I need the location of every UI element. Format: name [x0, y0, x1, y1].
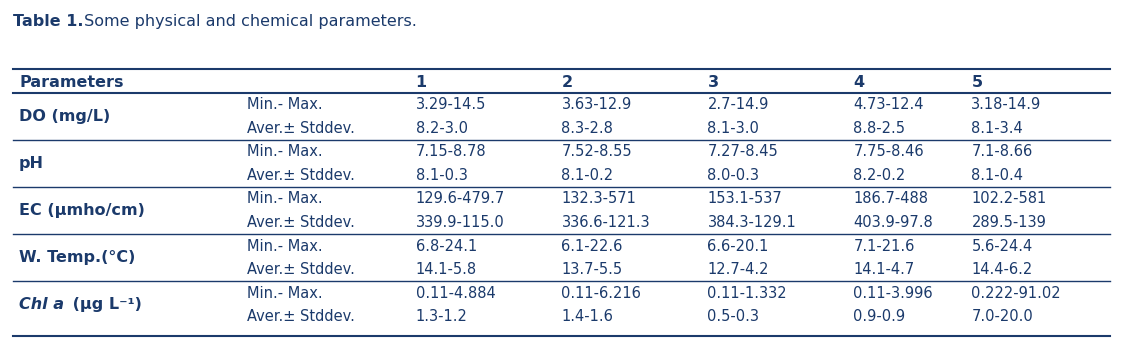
Text: Aver.± Stddev.: Aver.± Stddev.: [247, 262, 355, 277]
Text: 13.7-5.5: 13.7-5.5: [562, 262, 622, 277]
Text: 0.11-4.884: 0.11-4.884: [416, 286, 495, 301]
Text: (μg L⁻¹): (μg L⁻¹): [67, 298, 143, 312]
Text: 132.3-571: 132.3-571: [562, 191, 637, 206]
Text: Table 1.: Table 1.: [13, 14, 84, 29]
Text: 289.5-139: 289.5-139: [971, 215, 1047, 230]
Text: 0.222-91.02: 0.222-91.02: [971, 286, 1061, 301]
Text: Parameters: Parameters: [19, 75, 124, 90]
Text: Aver.± Stddev.: Aver.± Stddev.: [247, 168, 355, 183]
Text: 8.3-2.8: 8.3-2.8: [562, 121, 613, 136]
Text: 0.9-0.9: 0.9-0.9: [853, 309, 905, 324]
Text: 129.6-479.7: 129.6-479.7: [416, 191, 504, 206]
Text: 336.6-121.3: 336.6-121.3: [562, 215, 650, 230]
Text: 1.4-1.6: 1.4-1.6: [562, 309, 613, 324]
Text: 14.1-4.7: 14.1-4.7: [853, 262, 915, 277]
Text: Min.- Max.: Min.- Max.: [247, 97, 322, 112]
Text: 6.8-24.1: 6.8-24.1: [416, 238, 477, 254]
Text: Min.- Max.: Min.- Max.: [247, 191, 322, 206]
Text: 7.75-8.46: 7.75-8.46: [853, 144, 924, 159]
Text: DO (mg/L): DO (mg/L): [19, 109, 110, 124]
Text: 4: 4: [853, 75, 865, 90]
Text: 8.1-0.4: 8.1-0.4: [971, 168, 1023, 183]
Text: 1.3-1.2: 1.3-1.2: [416, 309, 467, 324]
Text: 8.2-3.0: 8.2-3.0: [416, 121, 467, 136]
Text: 153.1-537: 153.1-537: [707, 191, 783, 206]
Text: 0.11-1.332: 0.11-1.332: [707, 286, 787, 301]
Text: Min.- Max.: Min.- Max.: [247, 286, 322, 301]
Text: Aver.± Stddev.: Aver.± Stddev.: [247, 121, 355, 136]
Text: 8.1-3.0: 8.1-3.0: [707, 121, 759, 136]
Text: 3.29-14.5: 3.29-14.5: [416, 97, 486, 112]
Text: 7.15-8.78: 7.15-8.78: [416, 144, 486, 159]
Text: 6.6-20.1: 6.6-20.1: [707, 238, 769, 254]
Text: W. Temp.(°C): W. Temp.(°C): [19, 250, 136, 265]
Text: 5.6-24.4: 5.6-24.4: [971, 238, 1033, 254]
Text: 102.2-581: 102.2-581: [971, 191, 1047, 206]
Text: Aver.± Stddev.: Aver.± Stddev.: [247, 309, 355, 324]
Text: 5: 5: [971, 75, 983, 90]
Text: 3.63-12.9: 3.63-12.9: [562, 97, 632, 112]
Text: 8.1-0.3: 8.1-0.3: [416, 168, 467, 183]
Text: 8.8-2.5: 8.8-2.5: [853, 121, 905, 136]
Text: 8.1-0.2: 8.1-0.2: [562, 168, 613, 183]
Text: EC (μmho/cm): EC (μmho/cm): [19, 203, 145, 218]
Text: 7.52-8.55: 7.52-8.55: [562, 144, 632, 159]
Text: 7.27-8.45: 7.27-8.45: [707, 144, 778, 159]
Text: 3: 3: [707, 75, 719, 90]
Text: 8.1-3.4: 8.1-3.4: [971, 121, 1023, 136]
Text: 403.9-97.8: 403.9-97.8: [853, 215, 933, 230]
Text: 186.7-488: 186.7-488: [853, 191, 929, 206]
Text: 384.3-129.1: 384.3-129.1: [707, 215, 796, 230]
Text: 2.7-14.9: 2.7-14.9: [707, 97, 769, 112]
Text: Aver.± Stddev.: Aver.± Stddev.: [247, 215, 355, 230]
Text: Some physical and chemical parameters.: Some physical and chemical parameters.: [79, 14, 417, 29]
Text: Min.- Max.: Min.- Max.: [247, 144, 322, 159]
Text: 1: 1: [416, 75, 427, 90]
Text: 2: 2: [562, 75, 573, 90]
Text: 0.11-6.216: 0.11-6.216: [562, 286, 641, 301]
Text: pH: pH: [19, 156, 44, 171]
Text: 8.2-0.2: 8.2-0.2: [853, 168, 906, 183]
Text: Min.- Max.: Min.- Max.: [247, 238, 322, 254]
Text: 7.0-20.0: 7.0-20.0: [971, 309, 1033, 324]
Text: 14.4-6.2: 14.4-6.2: [971, 262, 1033, 277]
Text: 12.7-4.2: 12.7-4.2: [707, 262, 769, 277]
Text: 7.1-8.66: 7.1-8.66: [971, 144, 1033, 159]
Text: 6.1-22.6: 6.1-22.6: [562, 238, 623, 254]
Text: 4.73-12.4: 4.73-12.4: [853, 97, 924, 112]
Text: 0.5-0.3: 0.5-0.3: [707, 309, 759, 324]
Text: 3.18-14.9: 3.18-14.9: [971, 97, 1042, 112]
Text: 0.11-3.996: 0.11-3.996: [853, 286, 933, 301]
Text: 8.0-0.3: 8.0-0.3: [707, 168, 759, 183]
Text: 14.1-5.8: 14.1-5.8: [416, 262, 476, 277]
Text: Chl a: Chl a: [19, 298, 64, 312]
Text: 7.1-21.6: 7.1-21.6: [853, 238, 915, 254]
Text: 339.9-115.0: 339.9-115.0: [416, 215, 504, 230]
